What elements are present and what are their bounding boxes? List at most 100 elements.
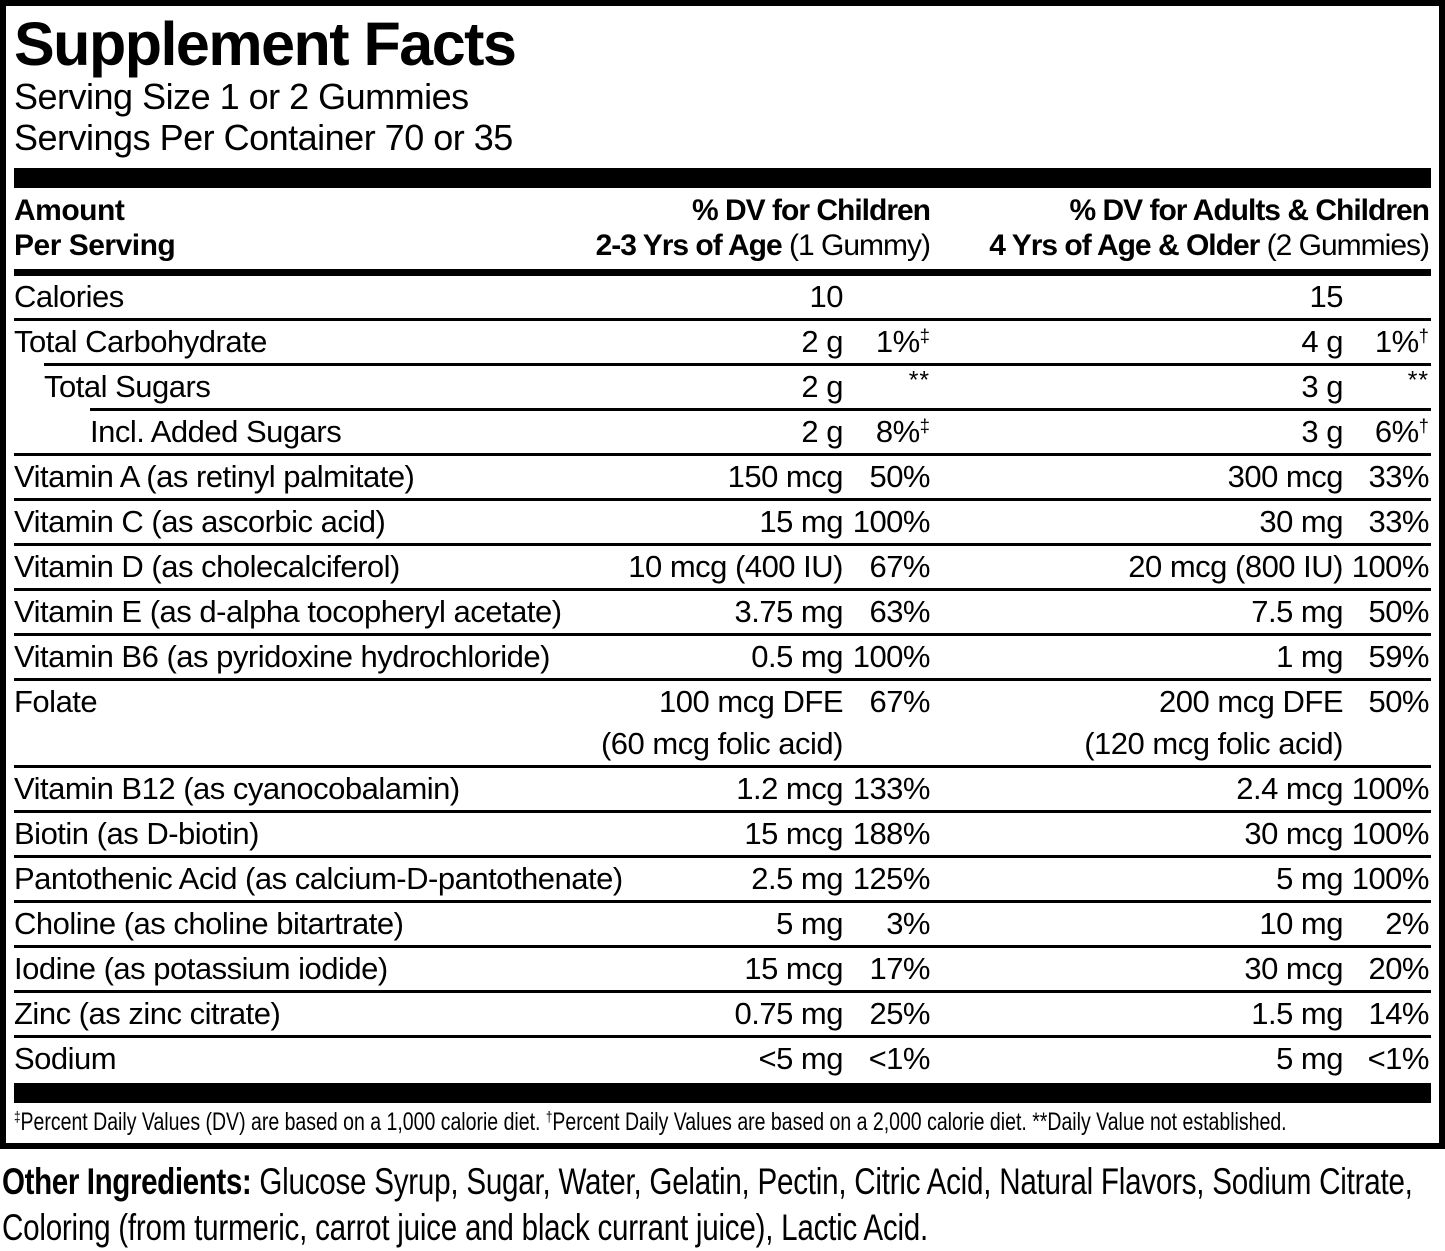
row-separator xyxy=(14,810,1431,813)
nutrient-row: Total Carbohydrate 2 g 1%‡ 4 g 1%† xyxy=(14,321,1431,363)
child-amount: 3.75 mg xyxy=(734,594,843,629)
nutrient-row: Pantothenic Acid (as calcium-D-pantothen… xyxy=(14,858,1431,900)
adult-amount: 4 g xyxy=(1301,324,1343,359)
adult-amount: 30 mcg xyxy=(1244,951,1343,986)
child-daily-value: 8%‡ xyxy=(875,414,930,449)
nutrient-name: Total Carbohydrate xyxy=(14,324,267,359)
row-separator xyxy=(14,855,1431,858)
nutrient-row: Vitamin A (as retinyl palmitate) 150 mcg… xyxy=(14,456,1431,498)
adult-amount: 2.4 mcg xyxy=(1236,771,1343,806)
adult-amount: 5 mg xyxy=(1276,861,1343,896)
child-daily-value: 3% xyxy=(886,906,930,941)
row-separator xyxy=(90,408,1431,411)
nutrient-name: Calories xyxy=(14,279,124,314)
supplement-facts-panel: Supplement Facts Serving Size 1 or 2 Gum… xyxy=(0,0,1445,1149)
nutrient-row: Calories 10 15 xyxy=(14,276,1431,318)
nutrient-name: Iodine (as potassium iodide) xyxy=(14,951,388,986)
child-amount: 10 xyxy=(809,279,844,314)
adult-dv-header-line2-note: (2 Gummies) xyxy=(1259,229,1430,262)
nutrient-name: Choline (as choline bitartrate) xyxy=(14,906,404,941)
adult-daily-value: ** xyxy=(1408,366,1429,408)
nutrient-name: Vitamin C (as ascorbic acid) xyxy=(14,504,386,539)
adult-daily-value: 33% xyxy=(1368,459,1429,494)
nutrient-row: Biotin (as D-biotin) 15 mcg 188% 30 mcg … xyxy=(14,813,1431,855)
nutrient-name: Sodium xyxy=(14,1041,117,1076)
child-amount: 2 g xyxy=(801,414,843,449)
nutrient-row: Choline (as choline bitartrate) 5 mg 3% … xyxy=(14,903,1431,945)
adult-amount: 15 xyxy=(1309,279,1344,314)
child-daily-value: <1% xyxy=(868,1041,931,1076)
header-per-serving-label: Per Serving xyxy=(14,229,176,262)
child-amount: 5 mg xyxy=(776,906,843,941)
nutrient-row: Iodine (as potassium iodide) 15 mcg 17% … xyxy=(14,948,1431,990)
header-amount-label: Amount xyxy=(14,194,125,227)
other-ingredients-label: Other Ingredients: xyxy=(2,1161,252,1202)
nutrient-rows: Calories 10 15 Total Carbohydrate 2 g 1%… xyxy=(14,276,1431,1080)
nutrient-name: Vitamin D (as cholecalciferol) xyxy=(14,549,400,584)
thick-divider-footnote xyxy=(14,1083,1431,1103)
nutrient-name: Folate xyxy=(14,684,98,719)
serving-size: Serving Size 1 or 2 Gummies xyxy=(14,76,469,117)
servings-per-container: Servings Per Container 70 or 35 xyxy=(14,117,513,158)
adult-daily-value: 20% xyxy=(1368,951,1429,986)
row-separator xyxy=(14,498,1431,501)
adult-column-header: % DV for Adults & Children 4 Yrs of Age … xyxy=(989,193,1430,263)
row-separator xyxy=(14,588,1431,591)
child-amount: 0.5 mg xyxy=(751,639,843,674)
adult-amount: 30 mg xyxy=(1259,504,1343,539)
adult-amount: 200 mcg DFE (120 mcg folic acid) xyxy=(1084,684,1343,761)
adult-dv-header-line1: % DV for Adults & Children xyxy=(1069,194,1430,227)
footnote-marker: ‡ xyxy=(14,1108,21,1126)
row-separator xyxy=(14,633,1431,636)
nutrient-row: Vitamin E (as d-alpha tocopheryl acetate… xyxy=(14,591,1431,633)
adult-amount: 1 mg xyxy=(1276,639,1343,674)
nutrient-name: Vitamin E (as d-alpha tocopheryl acetate… xyxy=(14,594,562,629)
child-daily-value: 50% xyxy=(869,459,930,494)
other-ingredients-block: Other Ingredients: Glucose Syrup, Sugar,… xyxy=(2,1159,1445,1251)
dv-footnote-marker: ** xyxy=(908,367,930,395)
nutrient-name: Vitamin B6 (as pyridoxine hydrochloride) xyxy=(14,639,550,674)
nutrient-name: Vitamin B12 (as cyanocobalamin) xyxy=(14,771,460,806)
adult-amount: 30 mcg xyxy=(1244,816,1343,851)
dv-footnote-marker: ‡ xyxy=(919,324,930,346)
child-amount: <5 mg xyxy=(758,1041,843,1076)
child-amount: 1.2 mcg xyxy=(736,771,843,806)
adult-dv-header-line2: 4 Yrs of Age & Older xyxy=(989,229,1260,262)
adult-daily-value: 50% xyxy=(1368,594,1429,629)
child-daily-value: 17% xyxy=(869,951,930,986)
child-daily-value: 133% xyxy=(852,771,931,806)
dv-footnote-marker: † xyxy=(1418,324,1429,346)
footnote-marker: † xyxy=(545,1108,553,1126)
adult-daily-value: 2% xyxy=(1385,906,1429,941)
row-separator xyxy=(14,543,1431,546)
adult-daily-value: 59% xyxy=(1368,639,1429,674)
nutrient-name: Biotin (as D-biotin) xyxy=(14,816,259,851)
adult-daily-value: 14% xyxy=(1368,996,1429,1031)
nutrient-row: Total Sugars 2 g ** 3 g ** xyxy=(14,366,1431,408)
adult-amount: 10 mg xyxy=(1259,906,1343,941)
adult-daily-value: 100% xyxy=(1351,549,1430,584)
footnote-text: ‡Percent Daily Values (DV) are based on … xyxy=(14,1108,1287,1136)
panel-title: Supplement Facts xyxy=(14,10,517,78)
adult-amount: 3 g xyxy=(1301,414,1343,449)
header-bottom-rule xyxy=(14,269,1431,276)
nutrient-name: Zinc (as zinc citrate) xyxy=(14,996,281,1031)
dv-footnote-marker: ‡ xyxy=(919,414,930,436)
dv-footnote-marker: ** xyxy=(1407,367,1429,395)
nutrient-row: Vitamin D (as cholecalciferol) 10 mcg (4… xyxy=(14,546,1431,588)
child-amount: 15 mcg xyxy=(744,951,843,986)
footnote: ‡Percent Daily Values (DV) are based on … xyxy=(14,1107,1431,1139)
row-separator xyxy=(14,678,1431,681)
child-amount: 15 mg xyxy=(759,504,843,539)
child-daily-value: ** xyxy=(909,366,930,408)
adult-daily-value: 33% xyxy=(1368,504,1429,539)
row-separator xyxy=(44,363,1431,366)
nutrient-row: Vitamin C (as ascorbic acid) 15 mg 100% … xyxy=(14,501,1431,543)
row-separator xyxy=(14,900,1431,903)
nutrient-row: Folate 100 mcg DFE (60 mcg folic acid) 67… xyxy=(14,681,1431,765)
child-dv-header-line2: 2-3 Yrs of Age xyxy=(595,229,783,262)
amount-per-serving-header: Amount Per Serving xyxy=(14,193,176,263)
row-separator xyxy=(14,1035,1431,1038)
dv-footnote-marker: † xyxy=(1418,414,1429,436)
adult-amount: 20 mcg (800 IU) xyxy=(1128,549,1343,584)
